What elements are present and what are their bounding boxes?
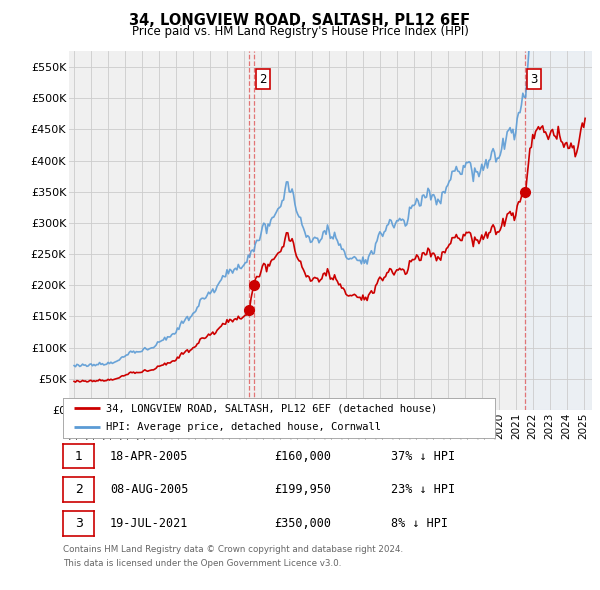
Text: This data is licensed under the Open Government Licence v3.0.: This data is licensed under the Open Gov… [63, 559, 341, 568]
Text: 19-JUL-2021: 19-JUL-2021 [110, 517, 188, 530]
Text: HPI: Average price, detached house, Cornwall: HPI: Average price, detached house, Corn… [106, 422, 381, 432]
Text: 34, LONGVIEW ROAD, SALTASH, PL12 6EF: 34, LONGVIEW ROAD, SALTASH, PL12 6EF [130, 13, 470, 28]
Text: 08-AUG-2005: 08-AUG-2005 [110, 483, 188, 496]
Text: 3: 3 [530, 73, 538, 86]
Text: 34, LONGVIEW ROAD, SALTASH, PL12 6EF (detached house): 34, LONGVIEW ROAD, SALTASH, PL12 6EF (de… [106, 404, 437, 414]
Text: 2: 2 [74, 483, 83, 496]
Text: £160,000: £160,000 [275, 450, 332, 463]
Text: 3: 3 [74, 517, 83, 530]
Text: 2: 2 [259, 73, 267, 86]
Text: 8% ↓ HPI: 8% ↓ HPI [391, 517, 448, 530]
Text: 37% ↓ HPI: 37% ↓ HPI [391, 450, 455, 463]
Text: £350,000: £350,000 [275, 517, 332, 530]
Text: 1: 1 [74, 450, 83, 463]
Text: £199,950: £199,950 [275, 483, 332, 496]
Text: 23% ↓ HPI: 23% ↓ HPI [391, 483, 455, 496]
Text: Contains HM Land Registry data © Crown copyright and database right 2024.: Contains HM Land Registry data © Crown c… [63, 545, 403, 553]
Text: 18-APR-2005: 18-APR-2005 [110, 450, 188, 463]
Text: Price paid vs. HM Land Registry's House Price Index (HPI): Price paid vs. HM Land Registry's House … [131, 25, 469, 38]
Bar [525, 51, 592, 410]
